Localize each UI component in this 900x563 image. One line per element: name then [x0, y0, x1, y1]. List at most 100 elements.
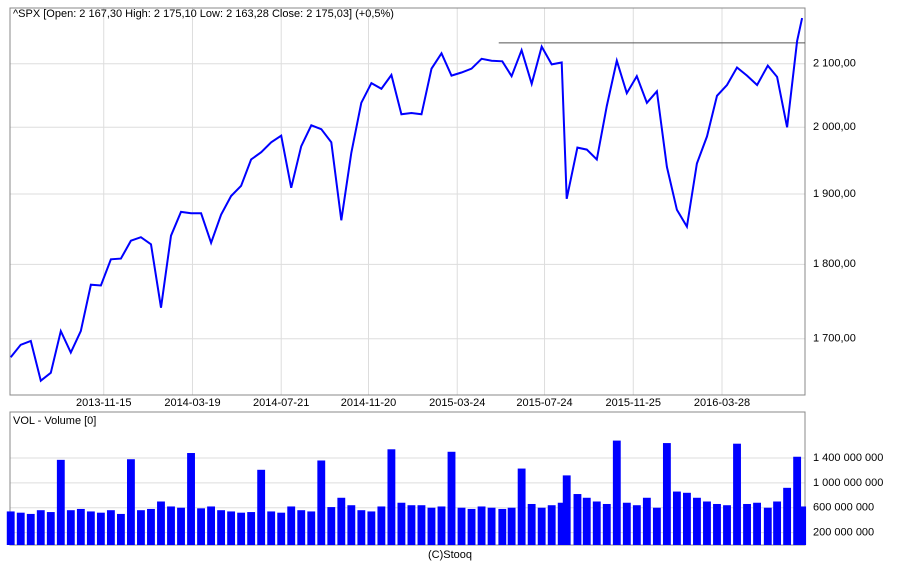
volume-bar — [457, 507, 466, 545]
volume-bar — [277, 512, 286, 545]
x-tick-label: 2014-07-21 — [253, 397, 309, 409]
volume-bar — [783, 487, 792, 545]
copyright: (C)Stooq — [428, 549, 472, 561]
y-tick-label: 600 000 000 — [813, 502, 874, 514]
volume-bar — [417, 505, 426, 545]
volume-bar — [207, 506, 216, 545]
volume-bar — [427, 507, 436, 545]
volume-bar — [547, 505, 556, 545]
volume-bar — [96, 512, 105, 545]
volume-bar — [723, 505, 731, 545]
volume-bar — [197, 508, 205, 545]
volume-bar — [612, 440, 621, 545]
price-title: ^SPX [Open: 2 167,30 High: 2 175,10 Low:… — [13, 8, 394, 20]
x-tick-label: 2015-07-24 — [516, 397, 572, 409]
volume-bar — [622, 502, 631, 545]
volume-bar — [337, 497, 346, 545]
volume-bar — [507, 507, 516, 545]
price-frame — [9, 7, 806, 396]
volume-bar — [467, 508, 476, 545]
x-tick-label: 2016-03-28 — [694, 397, 750, 409]
volume-bar — [137, 510, 145, 545]
volume-bar — [407, 505, 416, 545]
volume-bar — [177, 507, 185, 545]
volume-bar — [46, 512, 55, 545]
x-tick-label: 2015-03-24 — [429, 397, 485, 409]
volume-bar — [6, 511, 15, 545]
volume-bar — [106, 510, 115, 545]
volume-bar — [693, 497, 701, 545]
volume-bar — [377, 506, 386, 545]
volume-bar — [573, 494, 582, 545]
volume-bar — [487, 507, 496, 545]
volume-bar — [683, 492, 691, 545]
volume-bar — [167, 506, 175, 545]
volume-bar — [562, 475, 571, 545]
y-tick-label: 1 700,00 — [813, 333, 856, 345]
volume-bar — [26, 513, 35, 545]
x-tick-label: 2014-11-20 — [341, 397, 396, 409]
volume-bar — [387, 449, 396, 545]
volume-bar — [56, 459, 65, 545]
volume-bar — [602, 503, 611, 545]
y-tick-label: 1 800,00 — [813, 258, 856, 270]
volume-bar — [582, 497, 591, 545]
volume-bar — [798, 506, 807, 545]
volume-bar — [267, 511, 276, 545]
volume-bar — [672, 491, 681, 545]
volume-bar — [36, 510, 45, 545]
volume-bar — [557, 502, 566, 545]
volume-bar — [357, 510, 366, 545]
volume-bar — [217, 510, 226, 545]
volume-bar — [703, 501, 711, 545]
volume-bar — [297, 510, 306, 545]
volume-bar — [287, 506, 296, 545]
volume-bar — [763, 507, 772, 545]
volume-bar — [116, 513, 125, 545]
volume-bar — [317, 460, 326, 545]
volume-bar — [127, 459, 135, 545]
volume-bar — [66, 510, 75, 545]
price-line — [9, 17, 804, 383]
volume-bar — [247, 512, 256, 545]
volume-bar — [527, 503, 536, 545]
volume-bar — [437, 506, 446, 545]
volume-bar — [397, 502, 406, 545]
volume-bar — [187, 453, 195, 545]
volume-bar — [367, 511, 376, 545]
volume-bar — [16, 512, 25, 545]
volume-title: VOL - Volume [0] — [13, 415, 96, 427]
volume-bar — [733, 443, 741, 545]
volume-frame — [9, 411, 806, 546]
volume-bar — [753, 502, 761, 545]
volume-bar — [773, 501, 782, 545]
volume-bar — [86, 511, 95, 545]
volume-bar — [517, 468, 526, 545]
y-tick-label: 1 400 000 000 — [813, 452, 883, 464]
volume-bar — [347, 505, 356, 545]
y-tick-label: 2 100,00 — [813, 58, 856, 70]
y-tick-label: 1 000 000 000 — [813, 477, 883, 489]
volume-bar — [652, 507, 661, 545]
y-tick-label: 200 000 000 — [813, 526, 874, 538]
volume-bar — [537, 507, 546, 545]
volume-bar — [743, 503, 751, 545]
volume-bar — [257, 469, 266, 545]
y-tick-label: 1 900,00 — [813, 188, 856, 200]
volume-bar — [662, 443, 671, 545]
volume-bar — [498, 508, 507, 545]
volume-bar — [592, 501, 601, 545]
volume-bar — [76, 508, 85, 545]
volume-bar — [147, 508, 155, 545]
volume-bar — [642, 497, 651, 545]
volume-bar — [632, 505, 641, 545]
volume-bar — [447, 451, 456, 545]
volume-bar — [327, 507, 336, 545]
x-tick-label: 2013-11-15 — [76, 397, 131, 409]
x-tick-label: 2015-11-25 — [606, 397, 661, 409]
volume-bar — [227, 511, 236, 545]
y-tick-label: 2 000,00 — [813, 121, 856, 133]
volume-bar — [477, 506, 486, 545]
volume-bar — [793, 456, 802, 545]
